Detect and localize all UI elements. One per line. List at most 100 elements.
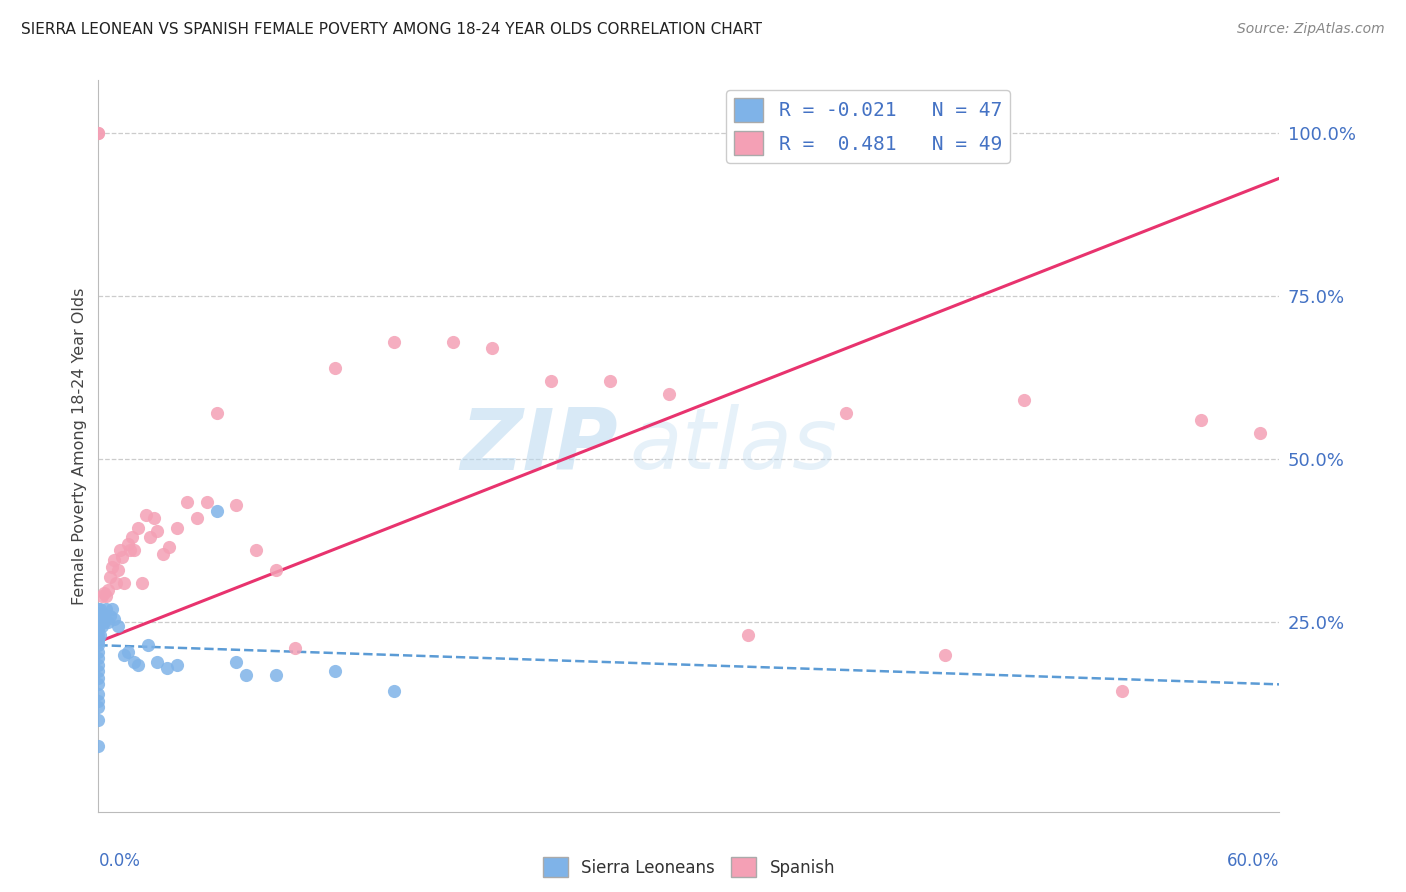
Point [87,635,110,649]
Point [97,582,120,597]
Y-axis label: Female Poverty Among 18-24 Year Olds: Female Poverty Among 18-24 Year Olds [72,287,87,605]
Point [225,655,247,669]
Point [1111,684,1133,698]
Point [87,694,110,708]
Point [264,667,287,681]
Point [87,126,110,140]
Point [101,602,124,616]
Point [284,641,307,656]
Point [112,648,135,662]
Point [87,665,110,679]
Point [87,602,110,616]
Point [441,334,464,349]
Point [87,608,110,623]
Point [87,628,110,642]
Point [112,576,135,591]
Point [107,563,129,577]
Point [87,638,110,652]
Point [934,648,956,662]
Point [97,615,120,630]
Point [737,628,759,642]
Point [91,606,114,620]
Point [136,638,159,652]
Text: atlas: atlas [630,404,838,488]
Point [245,543,267,558]
Point [135,508,157,522]
Point [131,576,153,591]
Point [121,530,143,544]
Point [122,543,145,558]
Point [118,543,141,558]
Point [157,540,180,554]
Point [87,657,110,672]
Point [103,612,125,626]
Point [98,569,121,583]
Point [98,608,121,623]
Point [138,530,160,544]
Point [87,622,110,636]
Point [146,655,169,669]
Point [323,665,346,679]
Point [195,494,218,508]
Point [323,360,346,375]
Point [87,645,110,659]
Point [117,645,139,659]
Text: SIERRA LEONEAN VS SPANISH FEMALE POVERTY AMONG 18-24 YEAR OLDS CORRELATION CHART: SIERRA LEONEAN VS SPANISH FEMALE POVERTY… [21,22,762,37]
Point [89,612,111,626]
Point [87,651,110,665]
Point [87,632,110,646]
Point [91,618,114,632]
Point [87,714,110,728]
Text: Source: ZipAtlas.com: Source: ZipAtlas.com [1237,22,1385,37]
Point [87,671,110,685]
Point [111,549,134,564]
Point [225,498,247,512]
Point [658,386,681,401]
Point [87,615,110,630]
Point [264,563,287,577]
Point [101,559,124,574]
Point [93,615,115,630]
Point [1189,413,1212,427]
Text: 60.0%: 60.0% [1227,852,1279,870]
Point [205,504,228,518]
Point [382,334,405,349]
Point [108,543,131,558]
Point [1249,425,1271,440]
Point [186,511,208,525]
Point [481,341,503,355]
Point [166,657,188,672]
Point [96,602,118,616]
Point [87,739,110,754]
Point [156,661,179,675]
Legend: Sierra Leoneans, Spanish: Sierra Leoneans, Spanish [536,850,842,884]
Point [87,700,110,714]
Point [117,537,139,551]
Point [93,586,115,600]
Point [87,677,110,691]
Point [835,406,858,420]
Text: ZIP: ZIP [460,404,619,488]
Text: 0.0%: 0.0% [98,852,141,870]
Point [146,524,169,538]
Point [122,655,145,669]
Point [176,494,198,508]
Point [127,657,149,672]
Point [1012,393,1035,408]
Point [96,589,118,603]
Point [105,576,128,591]
Point [91,589,114,603]
Point [89,628,111,642]
Point [87,687,110,701]
Point [87,126,110,140]
Point [103,553,125,567]
Point [382,684,405,698]
Point [166,521,188,535]
Point [107,618,129,632]
Point [93,608,115,623]
Point [152,547,174,561]
Point [87,612,110,626]
Point [89,602,111,616]
Point [599,374,621,388]
Point [205,406,228,420]
